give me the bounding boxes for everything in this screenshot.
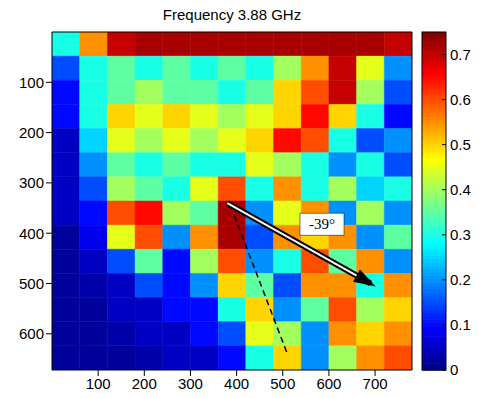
svg-text:500: 500: [19, 275, 44, 292]
svg-text:200: 200: [132, 375, 157, 392]
svg-text:400: 400: [19, 225, 44, 242]
svg-text:600: 600: [19, 325, 44, 342]
svg-text:500: 500: [270, 375, 295, 392]
svg-text:700: 700: [363, 375, 388, 392]
svg-text:-39°: -39°: [309, 216, 335, 232]
svg-text:400: 400: [224, 375, 249, 392]
svg-text:0.4: 0.4: [450, 181, 471, 198]
svg-text:0.1: 0.1: [450, 316, 471, 333]
svg-text:0: 0: [450, 361, 458, 378]
svg-text:0.3: 0.3: [450, 226, 471, 243]
svg-text:0.7: 0.7: [450, 46, 471, 63]
svg-text:0.6: 0.6: [450, 91, 471, 108]
svg-text:0.5: 0.5: [450, 136, 471, 153]
svg-text:300: 300: [178, 375, 203, 392]
svg-text:0.2: 0.2: [450, 271, 471, 288]
svg-text:200: 200: [19, 124, 44, 141]
svg-text:600: 600: [316, 375, 341, 392]
svg-text:100: 100: [19, 74, 44, 91]
svg-text:300: 300: [19, 174, 44, 191]
html-text:Frequency 3.88 GHz: Frequency 3.88 GHz: [162, 6, 302, 23]
svg-text:100: 100: [86, 375, 111, 392]
